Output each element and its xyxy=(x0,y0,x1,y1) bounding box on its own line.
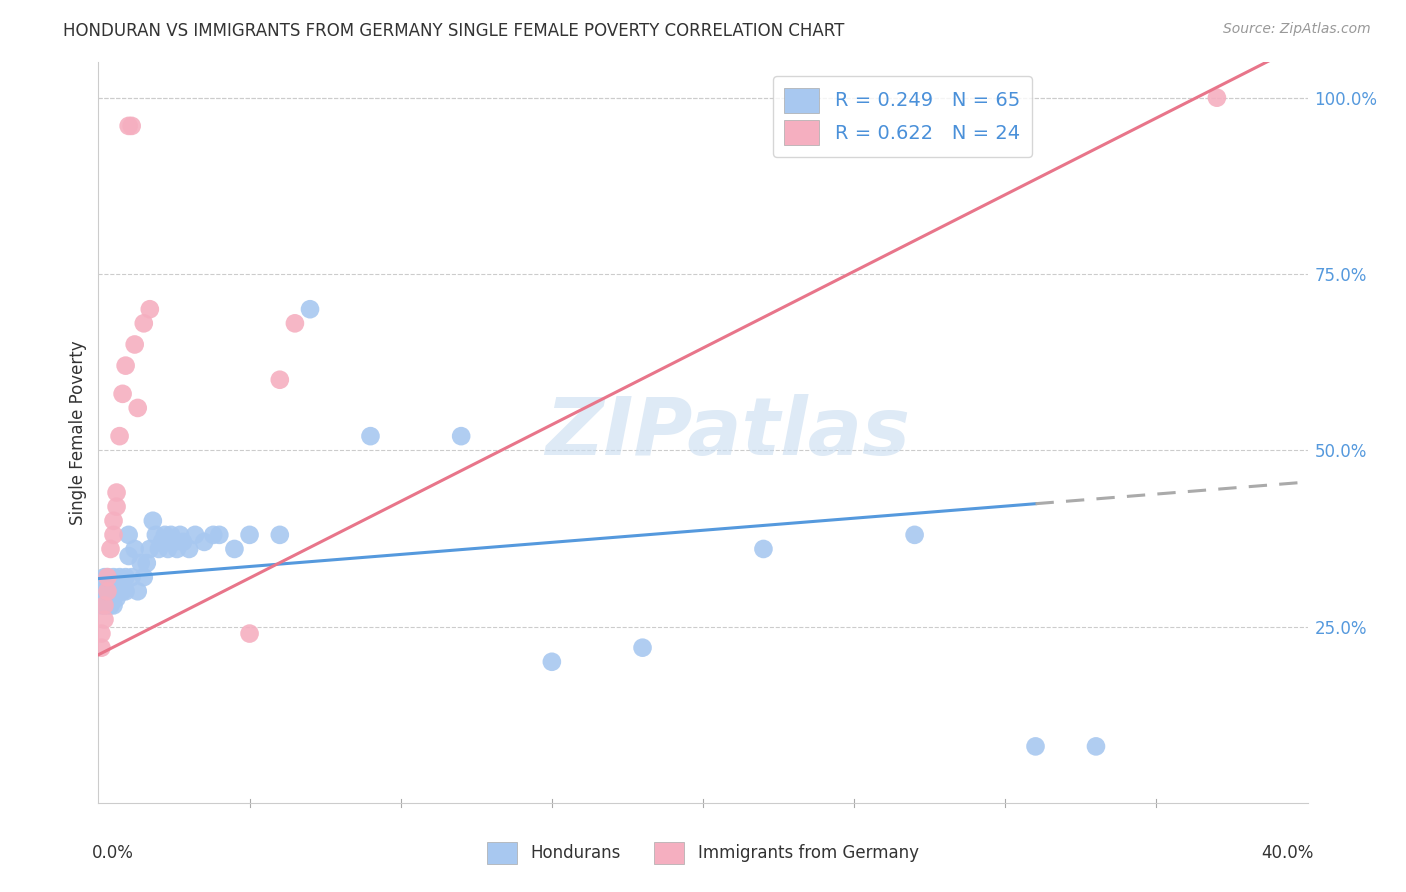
Point xyxy=(269,528,291,542)
Point xyxy=(132,570,155,584)
Point xyxy=(118,119,141,133)
Point xyxy=(150,535,173,549)
Point xyxy=(100,584,122,599)
Point xyxy=(96,577,118,591)
Point xyxy=(96,570,118,584)
Point xyxy=(96,584,118,599)
Point xyxy=(108,584,131,599)
Point xyxy=(202,528,225,542)
Point xyxy=(139,302,162,317)
Point xyxy=(540,655,562,669)
Point xyxy=(103,591,125,606)
Point xyxy=(160,528,183,542)
Point xyxy=(179,541,201,556)
Point xyxy=(156,541,179,556)
Point xyxy=(224,541,246,556)
Point xyxy=(90,640,112,655)
Point xyxy=(93,570,115,584)
Point xyxy=(103,570,125,584)
Point xyxy=(103,528,125,542)
Point xyxy=(105,591,128,606)
Point xyxy=(172,535,194,549)
Point xyxy=(299,302,322,317)
Text: Source: ZipAtlas.com: Source: ZipAtlas.com xyxy=(1223,22,1371,37)
Point xyxy=(103,599,125,613)
Point xyxy=(118,528,141,542)
Point xyxy=(90,584,112,599)
Legend: R = 0.249   N = 65, R = 0.622   N = 24: R = 0.249 N = 65, R = 0.622 N = 24 xyxy=(773,76,1032,157)
Point xyxy=(93,599,115,613)
Point xyxy=(100,591,122,606)
Point xyxy=(93,599,115,613)
Y-axis label: Single Female Poverty: Single Female Poverty xyxy=(69,341,87,524)
Point xyxy=(208,528,231,542)
Point xyxy=(121,119,143,133)
Point xyxy=(239,528,262,542)
Text: 40.0%: 40.0% xyxy=(1261,844,1313,862)
Point xyxy=(450,429,472,443)
Point xyxy=(96,584,118,599)
Point xyxy=(105,485,128,500)
Point xyxy=(93,584,115,599)
Point xyxy=(108,429,131,443)
Point xyxy=(108,570,131,584)
Point xyxy=(1085,739,1108,754)
Point xyxy=(111,577,134,591)
Point xyxy=(148,541,170,556)
Point xyxy=(114,359,136,373)
Point xyxy=(1206,91,1229,105)
Point xyxy=(108,577,131,591)
Point xyxy=(111,387,134,401)
Point xyxy=(169,528,191,542)
Point xyxy=(360,429,382,443)
Point xyxy=(103,514,125,528)
Point xyxy=(100,577,122,591)
Point xyxy=(904,528,927,542)
Point xyxy=(631,640,654,655)
Point xyxy=(284,316,307,330)
Point xyxy=(193,535,215,549)
Point xyxy=(90,577,112,591)
Point xyxy=(100,599,122,613)
Point xyxy=(239,626,262,640)
Point xyxy=(105,500,128,514)
Point xyxy=(90,626,112,640)
Point xyxy=(93,612,115,626)
Point xyxy=(145,528,167,542)
Point xyxy=(142,514,165,528)
Point xyxy=(127,584,149,599)
Point xyxy=(1024,739,1046,754)
Point xyxy=(105,577,128,591)
Point xyxy=(166,541,188,556)
Point xyxy=(96,570,118,584)
Point xyxy=(100,541,122,556)
Point xyxy=(118,549,141,563)
Point xyxy=(111,584,134,599)
Point xyxy=(153,528,176,542)
Point xyxy=(139,541,162,556)
Point xyxy=(184,528,207,542)
Point xyxy=(103,584,125,599)
Point xyxy=(135,556,157,570)
Text: ZIPatlas: ZIPatlas xyxy=(544,393,910,472)
Point xyxy=(127,401,149,415)
Text: 0.0%: 0.0% xyxy=(93,844,134,862)
Point xyxy=(124,337,146,351)
Text: HONDURAN VS IMMIGRANTS FROM GERMANY SINGLE FEMALE POVERTY CORRELATION CHART: HONDURAN VS IMMIGRANTS FROM GERMANY SING… xyxy=(63,22,845,40)
Point xyxy=(129,556,152,570)
Point xyxy=(93,577,115,591)
Point xyxy=(90,599,112,613)
Point xyxy=(269,373,291,387)
Point xyxy=(132,316,155,330)
Point xyxy=(752,541,775,556)
Point xyxy=(114,570,136,584)
Point xyxy=(114,584,136,599)
Point xyxy=(96,599,118,613)
Point xyxy=(124,541,146,556)
Point xyxy=(163,535,186,549)
Point xyxy=(121,570,143,584)
Legend: Hondurans, Immigrants from Germany: Hondurans, Immigrants from Germany xyxy=(481,836,925,871)
